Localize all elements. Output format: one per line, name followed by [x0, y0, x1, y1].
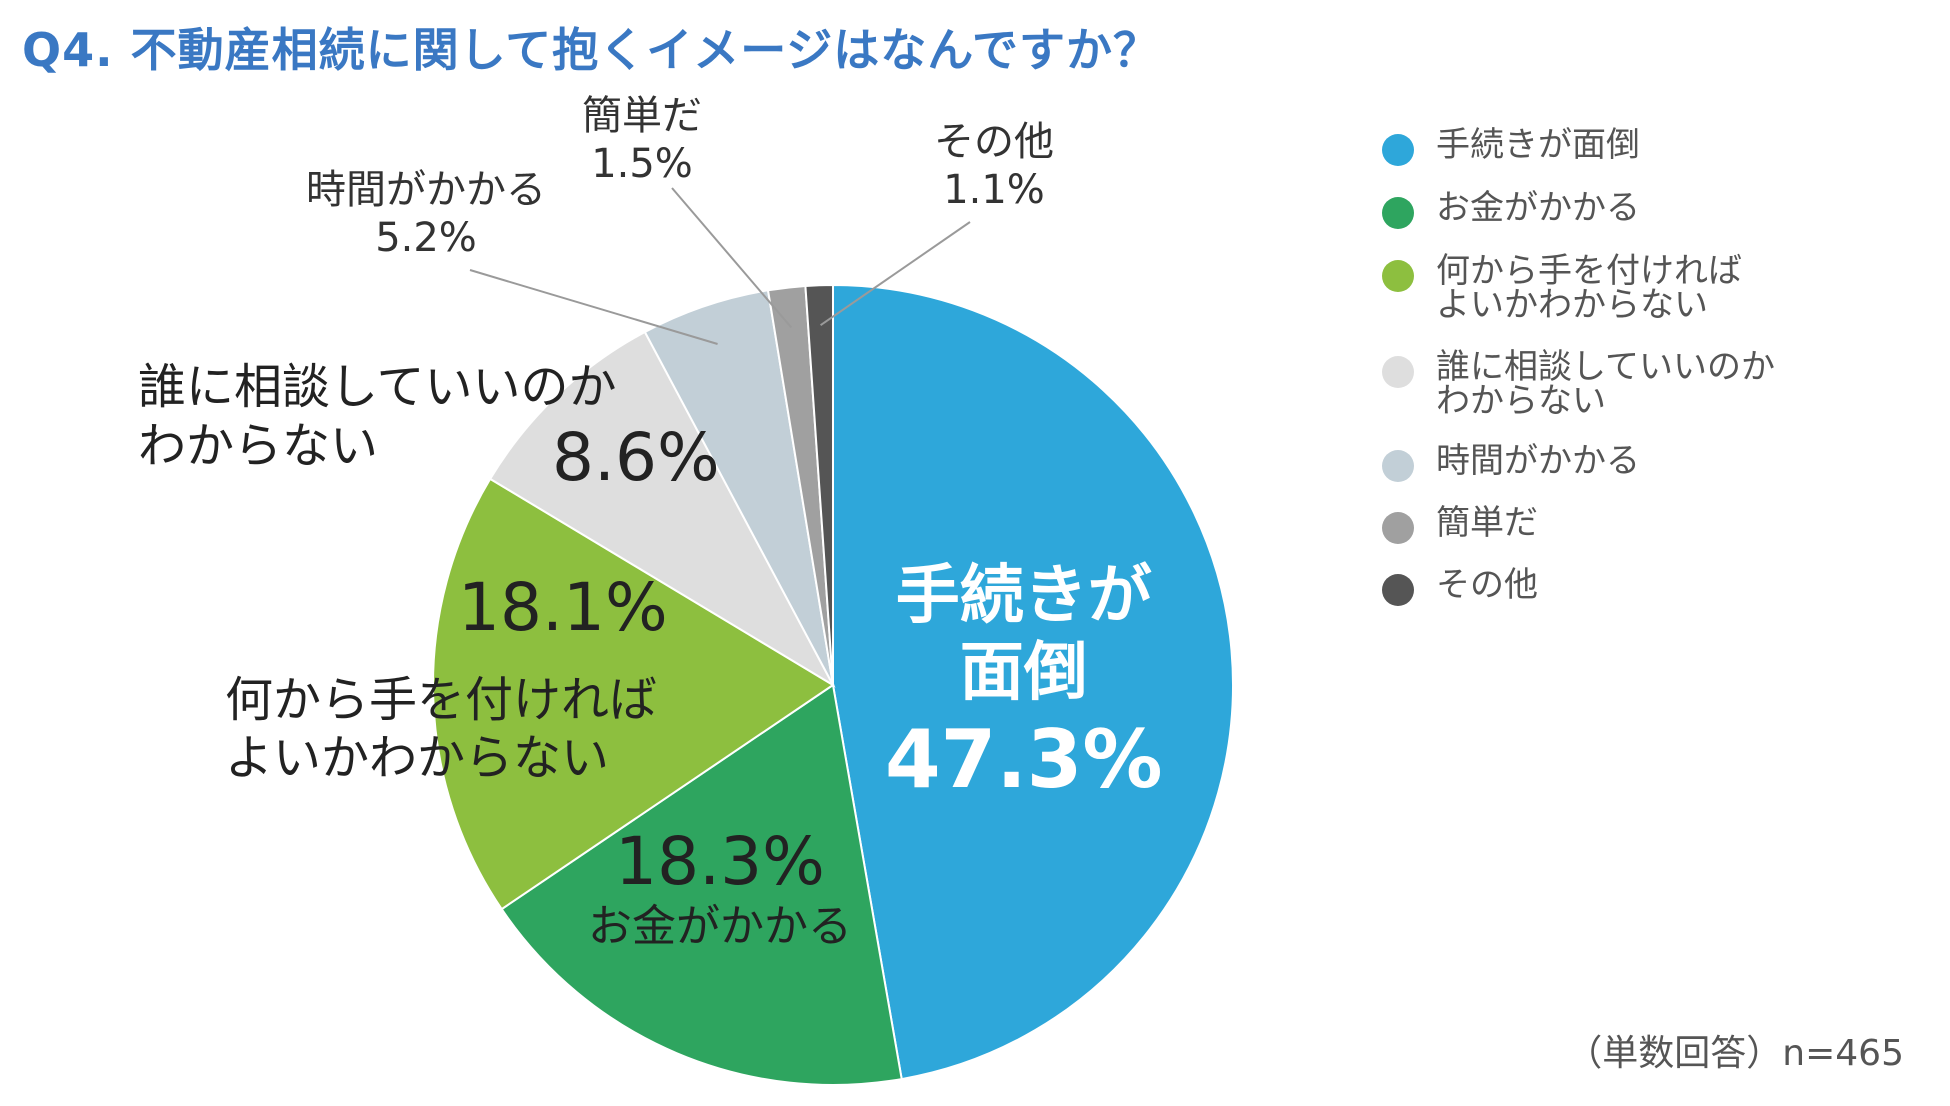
label-sonota-pct: 1.1%: [943, 167, 1045, 213]
label-nanikara-pct: 18.1%: [458, 569, 668, 646]
leader-line-sonota: [820, 221, 971, 327]
label-jikan-pct: 5.2%: [375, 215, 477, 261]
legend-item-okane: お金がかかる: [1382, 191, 1640, 229]
label-sonota: その他 1.1%: [932, 118, 1056, 214]
legend-label: 誰に相談していいのか わからない: [1436, 347, 1775, 421]
legend-swatch-icon: [1382, 512, 1414, 544]
legend-swatch-icon: [1382, 260, 1414, 292]
label-kantan-name: 簡単だ: [582, 93, 702, 139]
label-tetsuzuki: 手続きが 面倒 47.3%: [885, 558, 1163, 808]
legend-label: その他: [1436, 565, 1538, 605]
legend-item-dareni: 誰に相談していいのか わからない: [1382, 350, 1775, 418]
label-dareni-name: 誰に相談していいのか わからない: [138, 358, 617, 475]
legend-swatch-icon: [1382, 574, 1414, 606]
pie-slice-okane: [500, 683, 903, 1086]
pie-slice-nanikara: [432, 477, 835, 911]
legend-label: お金がかかる: [1436, 188, 1640, 228]
leader-line-kantan: [671, 187, 793, 329]
label-dareni-name-line2: わからない: [138, 417, 379, 474]
label-kantan-pct: 1.5%: [591, 141, 693, 187]
legend-swatch-icon: [1382, 134, 1414, 166]
label-tetsuzuki-name-line2: 面倒: [959, 635, 1088, 710]
legend-item-nanikara: 何から手を付ければ よいかわからない: [1382, 254, 1742, 322]
label-dareni-pct: 8.6%: [552, 419, 720, 496]
label-kantan: 簡単だ 1.5%: [572, 92, 712, 188]
legend-label: 簡単だ: [1436, 503, 1538, 543]
chart-title: Q4. 不動産相続に関して抱くイメージはなんですか？: [22, 23, 1161, 77]
legend-item-sonota: その他: [1382, 568, 1538, 606]
pie-slice-sonota: [804, 283, 834, 686]
label-tetsuzuki-pct: 47.3%: [885, 712, 1163, 806]
label-nanikara-name: 何から手を付ければ よいかわからない: [225, 672, 657, 787]
label-okane-pct: 18.3%: [615, 823, 825, 900]
label-nanikara-name-line1: 何から手を付ければ: [225, 672, 658, 728]
label-okane-name: お金がかかる: [588, 901, 852, 953]
footnote: （単数回答）n=465: [1566, 1033, 1904, 1074]
legend-swatch-icon: [1382, 197, 1414, 229]
label-jikan-name: 時間がかかる: [306, 167, 546, 213]
label-dareni-name-line1: 誰に相談していいのか: [138, 359, 617, 415]
legend-swatch-icon: [1382, 356, 1414, 388]
legend-item-tetsuzuki: 手続きが面倒: [1382, 128, 1640, 166]
label-nanikara-name-line2: よいかわからない: [225, 729, 610, 786]
label-sonota-name: その他: [934, 119, 1054, 165]
label-tetsuzuki-name-line1: 手続きが: [895, 559, 1152, 633]
pie-slice-dareni: [488, 330, 836, 688]
legend-swatch-icon: [1382, 450, 1414, 482]
legend-label: 時間がかかる: [1436, 441, 1640, 481]
legend-label: 手続きが面倒: [1436, 125, 1640, 165]
legend-item-kantan: 簡単だ: [1382, 506, 1538, 544]
leader-line-jikan: [469, 269, 718, 345]
legend-item-jikan: 時間がかかる: [1382, 444, 1640, 482]
legend-label: 何から手を付ければ よいかわからない: [1436, 251, 1742, 325]
label-jikan: 時間がかかる 5.2%: [302, 166, 550, 262]
pie-slice-tetsuzuki: [832, 283, 1235, 1081]
label-okane: 18.3% お金がかかる: [560, 822, 880, 954]
